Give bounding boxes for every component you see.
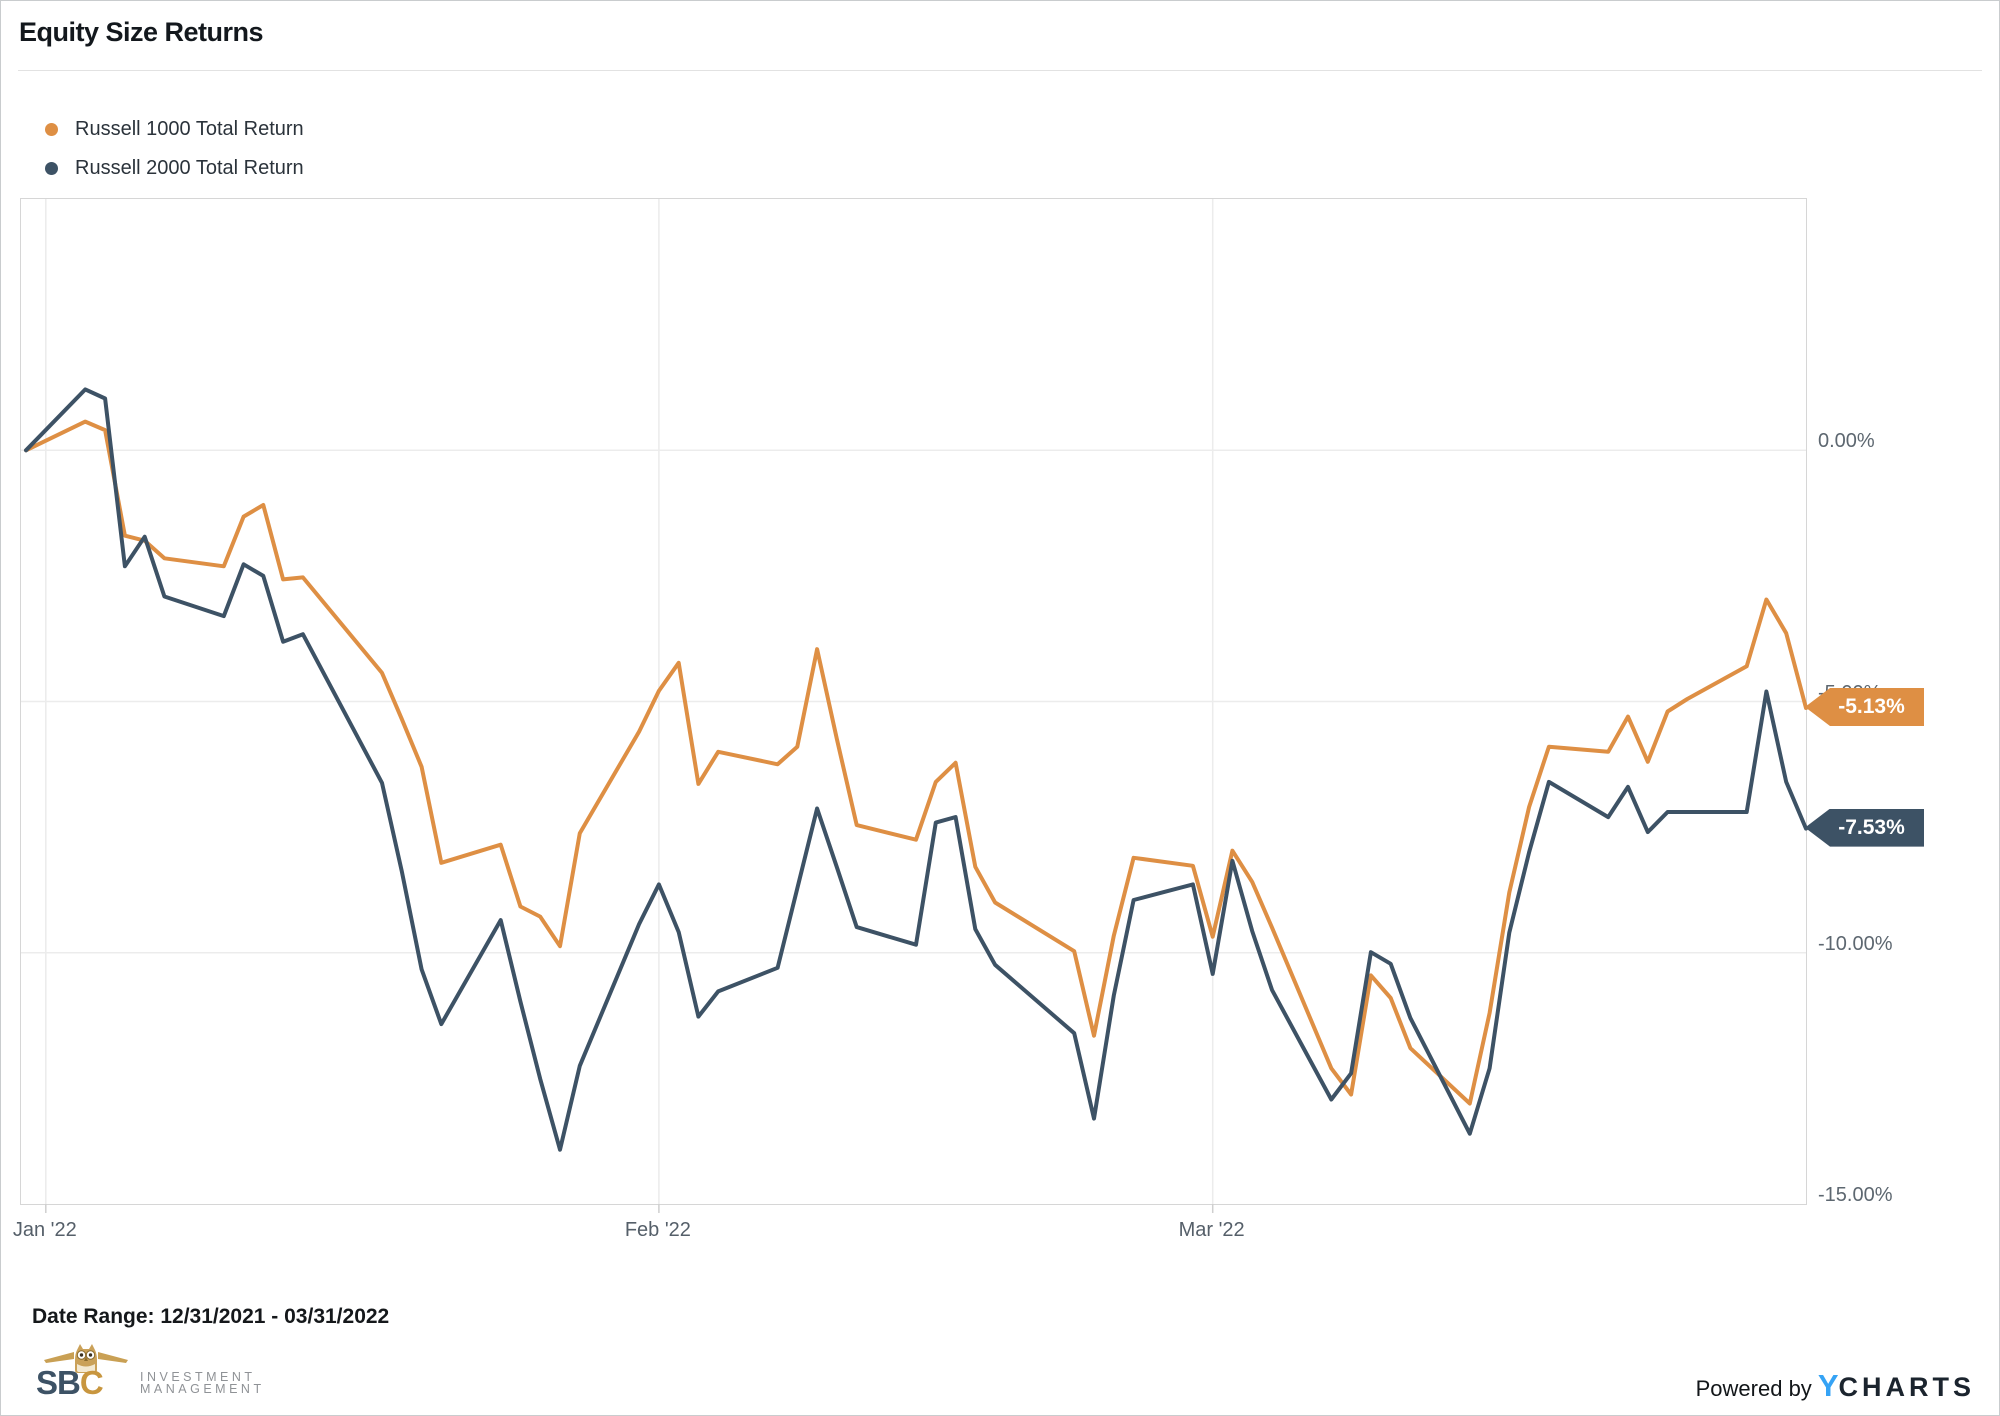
title-divider [18,70,1982,71]
end-value-badge-russell-1000: -5.13% [1805,688,1924,727]
legend-label-russell-1000: Russell 1000 Total Return [75,118,304,140]
legend-dot-russell-1000-icon [45,123,58,136]
powered-by-label: Powered by [1695,1376,1812,1401]
sbc-logo-mark: SBC [36,1344,136,1401]
legend-dot-russell-2000-icon [45,162,58,175]
x-axis-tick-feb: Feb '22 [624,1219,691,1241]
sbc-investment-management-logo: SBC INVESTMENT MANAGEMENT [36,1344,265,1401]
sbc-logo-text: INVESTMENT MANAGEMENT [140,1370,265,1396]
x-axis-tick-jan: Jan '22 [12,1219,77,1241]
date-range-label: Date Range: 12/31/2021 - 03/31/2022 [32,1305,390,1328]
legend-item-russell-1000[interactable]: Russell 1000 Total Return [45,110,304,149]
ycharts-logo-y: Y [1817,1368,1839,1403]
sbc-text-line1: INVESTMENT [140,1370,256,1384]
end-value-badge-russell-2000: -7.53% [1805,808,1924,847]
y-axis-tick-neg15: -15.00% [1818,1184,1893,1206]
page-title: Equity Size Returns [19,17,264,47]
ycharts-logo-text: CHARTS [1838,1372,1975,1402]
chart-legend: Russell 1000 Total Return Russell 2000 T… [45,110,304,188]
line-chart-canvas[interactable] [21,199,1808,1213]
owl-icon [44,1344,128,1373]
chart-plot-area[interactable] [20,198,1808,1213]
y-axis-tick-neg10: -10.00% [1818,932,1893,955]
powered-by-ycharts[interactable]: Powered by Y CHARTS [1696,1368,1975,1404]
sbc-letters: SBC [36,1364,104,1401]
y-axis-tick-0: 0.00% [1818,430,1875,453]
x-axis-tick-mar: Mar '22 [1178,1219,1245,1241]
legend-item-russell-2000[interactable]: Russell 2000 Total Return [45,149,304,188]
legend-label-russell-2000: Russell 2000 Total Return [75,157,304,179]
sbc-text-line2: MANAGEMENT [140,1382,265,1396]
